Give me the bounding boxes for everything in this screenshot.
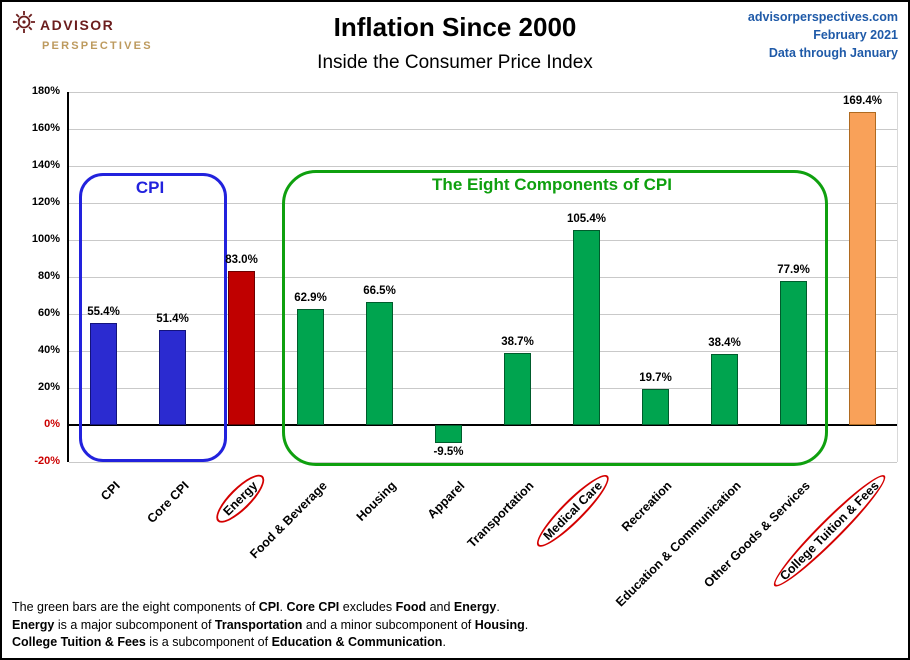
bar [573, 230, 600, 425]
bar-value-label: 51.4% [156, 312, 189, 325]
cpi-box-label: CPI [135, 178, 165, 198]
zero-axis-line [69, 424, 897, 426]
compass-icon [12, 10, 36, 39]
y-tick-label: -20% [34, 455, 60, 467]
bar [297, 308, 324, 425]
footnote-line: The green bars are the eight components … [12, 600, 500, 614]
bar [780, 280, 807, 425]
circled-x-axis-label: College Tuition & Fees [766, 468, 893, 594]
y-tick-label: 140% [31, 159, 60, 171]
bar-value-label: 38.4% [708, 336, 741, 349]
bar-value-label: 77.9% [777, 263, 810, 276]
footnote-line: Energy is a major subcomponent of Transp… [12, 617, 529, 632]
bar-value-label: 83.0% [225, 254, 258, 267]
footnotes: The green bars are the eight components … [12, 599, 652, 652]
components-box-label: The Eight Components of CPI [432, 174, 672, 194]
gridline [69, 92, 897, 93]
bar-value-label: 55.4% [87, 305, 120, 318]
x-axis-label: Housing [353, 478, 399, 524]
y-tick-label: 40% [37, 344, 60, 356]
x-axis-label: CPI [97, 478, 123, 504]
bar [849, 111, 876, 425]
y-tick-label: 0% [44, 418, 60, 430]
gridline [69, 129, 897, 130]
x-axis-label: Core CPI [144, 478, 192, 526]
gridline [69, 388, 897, 389]
source-note: Data through January [768, 45, 898, 60]
source-block: advisorperspectives.com February 2021 Da… [748, 9, 898, 62]
y-tick-label: 100% [31, 233, 60, 245]
x-axis-label: Other Goods & Services [700, 478, 813, 591]
y-tick-label: 20% [37, 381, 60, 393]
cpi-box [79, 173, 227, 463]
gridline [69, 203, 897, 204]
brand-name-bottom: PERSPECTIVES [42, 40, 153, 52]
brand-name-top: ADVISOR [40, 16, 115, 33]
bar-value-label: 105.4% [566, 213, 606, 225]
gridline [69, 314, 897, 315]
gridline [69, 351, 897, 352]
y-tick-label: 60% [37, 307, 60, 319]
plot-area: 180% 160% 140% 120% 100% 80% 60% 40% 20% 0% -20% 55… [32, 85, 898, 609]
bar-value-label: 19.7% [639, 371, 672, 384]
bar [642, 388, 669, 425]
y-tick-label: 120% [31, 196, 60, 208]
bar [228, 271, 255, 425]
y-tick-label: 80% [37, 270, 60, 282]
source-date: February 2021 [813, 27, 898, 42]
bar [435, 425, 462, 443]
bar [90, 322, 117, 425]
y-tick-label: 180% [31, 85, 60, 97]
bar-value-label: 66.5% [363, 284, 396, 297]
bar [711, 353, 738, 425]
gridline [69, 240, 897, 241]
bar-value-label: -9.5% [433, 445, 464, 458]
bar-value-label: 62.9% [294, 291, 327, 304]
bar-value-label: 169.4% [842, 94, 882, 107]
bar [504, 353, 531, 425]
x-axis-label: Apparel [424, 478, 468, 522]
footnote-line: College Tuition & Fees is a subcomponent… [12, 635, 446, 649]
gridline [69, 277, 897, 278]
gridline [69, 166, 897, 167]
circled-x-axis-label: Medical Care [530, 468, 617, 554]
brand-logo: ADVISOR PERSPECTIVES [12, 10, 153, 52]
bar-value-label: 38.7% [501, 336, 534, 349]
components-box [281, 169, 829, 467]
bar [366, 301, 393, 425]
y-tick-label: 160% [31, 122, 60, 134]
circled-x-axis-label: Energy [209, 468, 272, 530]
source-site: advisorperspectives.com [747, 10, 898, 24]
gridline [69, 462, 897, 463]
bar [159, 329, 186, 425]
